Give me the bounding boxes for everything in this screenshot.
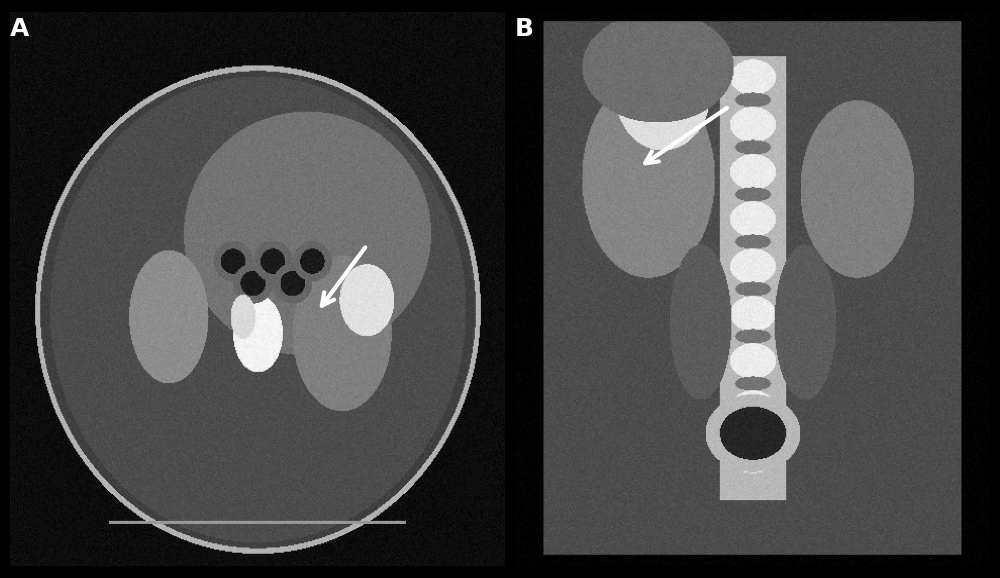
Text: A: A	[10, 17, 29, 42]
Text: B: B	[515, 17, 534, 42]
